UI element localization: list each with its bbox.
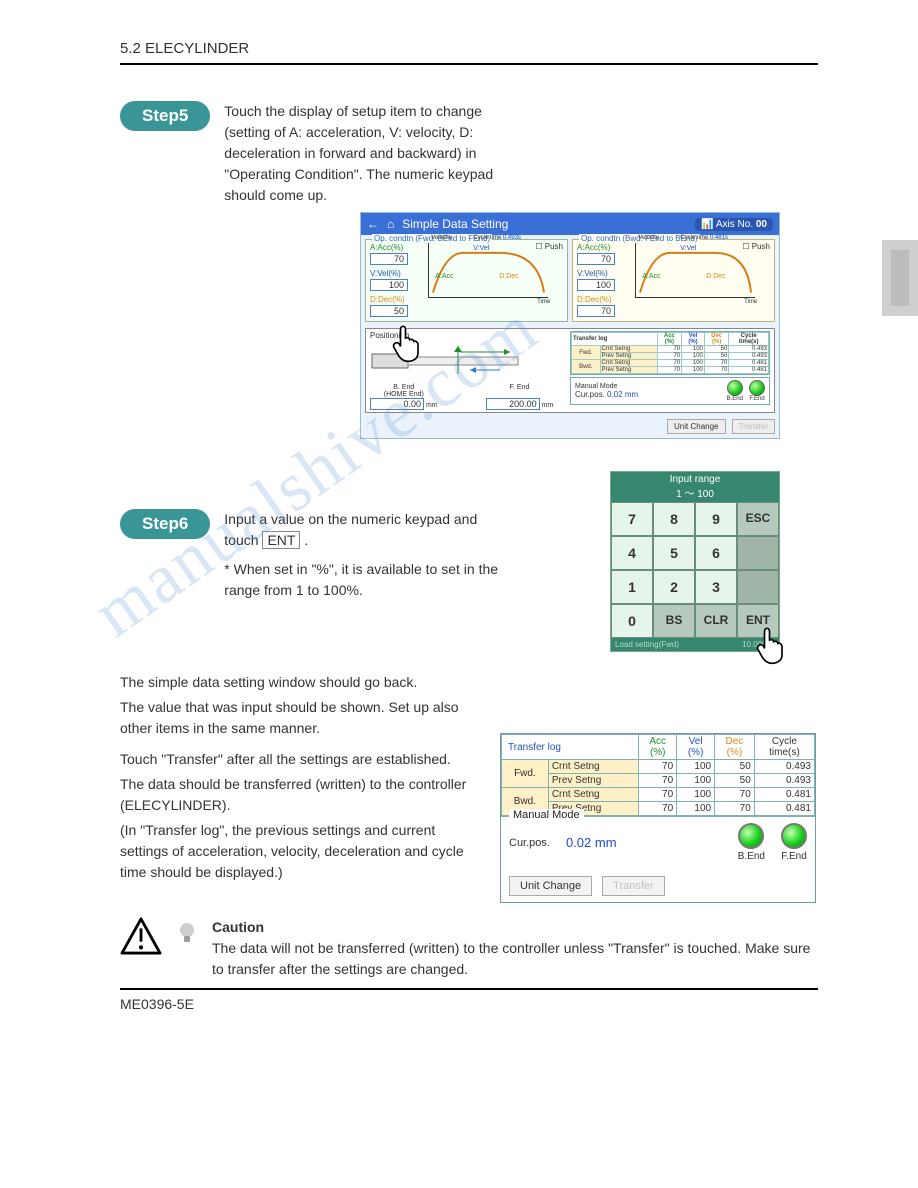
post-text-2: The value that was input should be shown… [120, 697, 480, 739]
vel-value-bwd[interactable]: 100 [577, 279, 615, 291]
back-icon[interactable]: ← [367, 217, 379, 231]
unit-change-button[interactable]: Unit Change [509, 876, 592, 896]
acc-value-bwd[interactable]: 70 [577, 253, 615, 265]
bend-button[interactable] [738, 823, 764, 849]
key-clr[interactable]: CLR [695, 604, 737, 638]
home-end-label: (HOME End) [370, 391, 438, 398]
velocity-curve-bwd: Velocity Cycle time 0.481s V:Vel A:Acc D… [635, 243, 755, 298]
key-5[interactable]: 5 [653, 536, 695, 570]
vel-label-bwd: V:Vel(%) [577, 269, 629, 278]
fend-label: F. End [486, 384, 554, 391]
velocity-curve-fwd: Velocity Cycle time 0.493s V:Vel A:Acc D… [428, 243, 548, 298]
transfer-button[interactable]: Transfer [602, 876, 665, 896]
finger-cursor-icon [391, 323, 425, 363]
home-icon[interactable]: ⌂ [387, 217, 394, 231]
dec-value-fwd[interactable]: 50 [370, 305, 408, 317]
key-6[interactable]: 6 [695, 536, 737, 570]
vel-value-fwd[interactable]: 100 [370, 279, 408, 291]
key-blank1 [737, 536, 779, 570]
bend-button-mini[interactable] [727, 380, 743, 396]
key-bs[interactable]: BS [653, 604, 695, 638]
simple-data-setting-screen: ← ⌂ Simple Data Setting 📊 Axis No. 00 Op… [360, 212, 780, 439]
dec-label-bwd: D:Dec(%) [577, 295, 629, 304]
chart-icon: 📊 [701, 219, 713, 230]
op-panel-fwd: Op. condtn (Fwd: BEnd to FEnd) ☐ Push A:… [365, 239, 568, 322]
post-text-4: The data should be transferred (written)… [120, 774, 480, 816]
op-panel-bwd: Op. condtn (Bwd: FEnd to BEnd) ☐ Push A:… [572, 239, 775, 322]
key-1[interactable]: 1 [611, 570, 653, 604]
numeric-keypad: Input range1 ～ 100 7 8 9 ESC 4 5 6 1 2 3… [610, 471, 780, 652]
key-0[interactable]: 0 [611, 604, 653, 638]
key-8[interactable]: 8 [653, 502, 695, 536]
step5-pill: Step5 [120, 101, 210, 131]
divider-top [120, 63, 818, 65]
curpos-label: Cur.pos. [509, 837, 550, 849]
step6-pill: Step6 [120, 509, 210, 539]
divider-bottom [120, 988, 818, 990]
section-header: 5.2 ELECYLINDER [120, 40, 818, 57]
post-text-1: The simple data setting window should go… [120, 672, 480, 693]
keypad-header: Input range1 ～ 100 [611, 472, 779, 502]
unit-change-button-mini[interactable]: Unit Change [667, 419, 725, 434]
screen-titlebar: ← ⌂ Simple Data Setting 📊 Axis No. 00 [361, 213, 779, 235]
fend-button-mini[interactable] [749, 380, 765, 396]
acc-label-bwd: A:Acc(%) [577, 243, 629, 252]
caution-title: Caution [212, 919, 264, 935]
lightbulb-icon [176, 921, 198, 947]
acc-label-fwd: A:Acc(%) [370, 243, 422, 252]
warning-icon [120, 917, 162, 955]
key-esc[interactable]: ESC [737, 502, 779, 536]
key-7[interactable]: 7 [611, 502, 653, 536]
key-9[interactable]: 9 [695, 502, 737, 536]
post-text-3: Touch "Transfer" after all the settings … [120, 749, 480, 770]
screen-title: Simple Data Setting [402, 217, 508, 231]
finger-cursor-icon [755, 625, 789, 665]
caution-body: The data will not be transferred (writte… [212, 940, 810, 977]
transfer-button-mini[interactable]: Transfer [732, 419, 776, 434]
dec-label-fwd: D:Dec(%) [370, 295, 422, 304]
acc-value-fwd[interactable]: 70 [370, 253, 408, 265]
key-3[interactable]: 3 [695, 570, 737, 604]
keypad-footer: Load setting(Fwd)10.000kg [611, 638, 779, 651]
page-footer: ME0396-5E [120, 996, 818, 1012]
bend-value[interactable]: 0.00 [370, 398, 424, 410]
key-blank2 [737, 570, 779, 604]
key-2[interactable]: 2 [653, 570, 695, 604]
post-text-5: (In "Transfer log", the previous setting… [120, 820, 480, 883]
manual-mode-mini: Manual Mode Cur.pos. 0.02 mm B.End F.End [570, 377, 770, 405]
step6-text: Input a value on the numeric keypad and … [224, 509, 504, 601]
step5-text: Touch the display of setup item to chang… [224, 101, 524, 206]
vel-label-fwd: V:Vel(%) [370, 269, 422, 278]
bend-label: B. End [370, 384, 438, 391]
fend-value[interactable]: 200.00 [486, 398, 540, 410]
axis-badge: 📊 Axis No. 00 [695, 218, 773, 231]
dec-value-bwd[interactable]: 70 [577, 305, 615, 317]
manual-mode-panel: Manual Mode Cur.pos. 0.02 mm B.End F.End [501, 816, 815, 870]
key-4[interactable]: 4 [611, 536, 653, 570]
positioning-panel: Positioning B. End (HOME End) 0.00 mm [365, 328, 775, 413]
transfer-log-mini: Transfer log Acc(%)Vel(%)Dec(%)Cycletime… [570, 331, 770, 375]
ent-button-inline: ENT [262, 531, 300, 549]
fend-button[interactable] [781, 823, 807, 849]
chapter-tab [882, 240, 918, 316]
transfer-log-panel: Transfer log Acc(%) Vel(%) Dec(%) Cyclet… [500, 733, 816, 903]
curpos-value: 0.02 mm [566, 835, 617, 850]
